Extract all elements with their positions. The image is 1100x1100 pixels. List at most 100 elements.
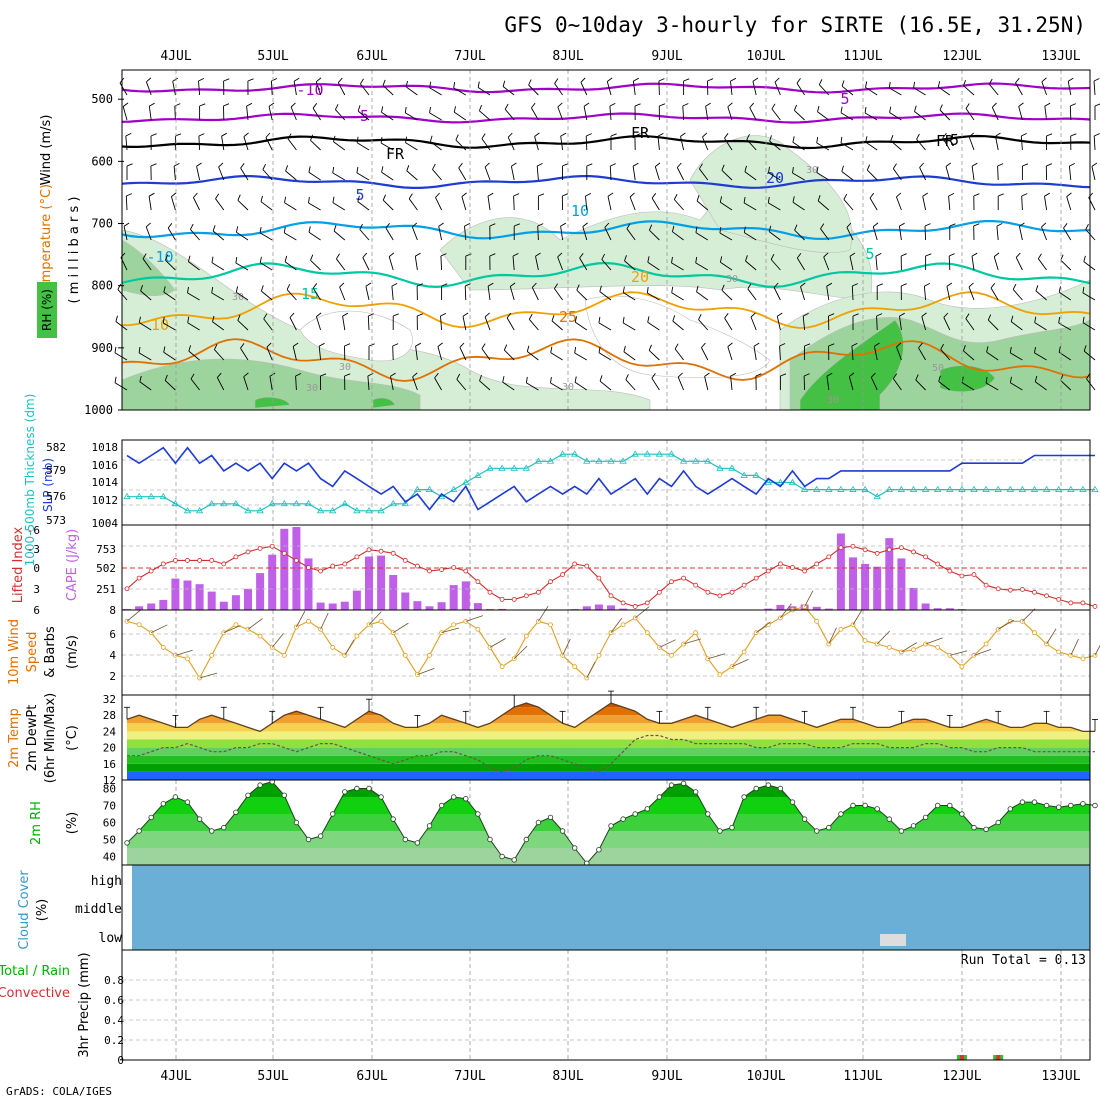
wind-barb-flag bbox=[749, 102, 755, 108]
wind-barb bbox=[625, 379, 636, 391]
wind-barb bbox=[406, 170, 418, 181]
wind10-barb bbox=[344, 639, 355, 656]
millibars-label: ( m i l l i b a r s ) bbox=[67, 197, 82, 304]
thickness-series-point bbox=[982, 485, 990, 492]
wind-barb bbox=[481, 348, 491, 361]
lifted-index-tick-label: -3 bbox=[27, 543, 40, 556]
wind-barb-flag bbox=[865, 81, 868, 88]
wind-barb bbox=[1083, 261, 1096, 271]
wind-barb bbox=[889, 87, 902, 96]
cloud-ylabels: Cloud Cover (%) bbox=[17, 870, 50, 950]
wind-barb-flag bbox=[626, 223, 631, 229]
rh2m-series-point bbox=[1068, 802, 1074, 809]
lifted-index-series-point bbox=[874, 550, 880, 556]
wind-barb-flag bbox=[671, 286, 674, 293]
rh2m-series-point bbox=[620, 816, 626, 822]
wind-barb bbox=[356, 172, 370, 181]
wind-barb-flag bbox=[875, 252, 882, 257]
day-label-top: 13JUL bbox=[1041, 49, 1080, 64]
contour-label: -10 bbox=[296, 81, 323, 99]
rh2m-series-point bbox=[886, 816, 892, 822]
rh2m-series-point bbox=[196, 816, 203, 822]
lifted-index-series-point bbox=[1092, 604, 1098, 609]
thickness-series-point bbox=[546, 457, 555, 464]
wind-barb-flag bbox=[1034, 316, 1037, 323]
rh2m-series-point bbox=[136, 828, 142, 834]
contour-label: 5 bbox=[840, 90, 849, 108]
thickness-series-point bbox=[570, 450, 579, 457]
wind-barb bbox=[1035, 290, 1047, 301]
wind10-label-3: & Barbs bbox=[43, 626, 58, 678]
wind-barb-flag bbox=[576, 284, 580, 291]
cape-bar bbox=[897, 558, 906, 610]
wind-barb bbox=[971, 166, 975, 181]
wind-barb bbox=[826, 376, 830, 391]
wind-barb bbox=[190, 378, 200, 391]
wind-barb bbox=[585, 135, 588, 151]
day-label-top: 5JUL bbox=[257, 49, 288, 64]
thickness-series-point bbox=[958, 485, 966, 492]
temp-band bbox=[127, 715, 1090, 724]
wind-barb bbox=[528, 319, 539, 331]
wind-barb bbox=[381, 171, 394, 181]
wind-barb bbox=[1015, 82, 1023, 96]
wind-barb-flag bbox=[1066, 192, 1072, 197]
wind-barb bbox=[537, 225, 539, 241]
rh2m-series-point bbox=[680, 780, 687, 787]
wind-barb-flag bbox=[1086, 373, 1090, 380]
rh2m-series-point bbox=[317, 833, 324, 839]
wind-barb-flag bbox=[625, 374, 629, 380]
rh-region bbox=[299, 310, 413, 362]
lifted-index-series-point bbox=[1056, 596, 1062, 602]
wind-barb-flag bbox=[479, 374, 482, 381]
lifted-index-series-point bbox=[862, 547, 868, 553]
wind-barb-flag bbox=[560, 222, 567, 227]
wind-barb-flag bbox=[1067, 77, 1074, 82]
wind10-series-point bbox=[475, 626, 481, 632]
wind-barb-flag bbox=[921, 312, 927, 317]
wind10-series-point bbox=[644, 630, 650, 636]
wind-barb-flag bbox=[721, 164, 725, 171]
cape-bar bbox=[498, 608, 507, 610]
wind-barb-flag bbox=[138, 346, 141, 353]
lifted-index-series-point bbox=[1080, 600, 1086, 606]
wind-barb-flag bbox=[792, 167, 794, 174]
thickness-series-point bbox=[607, 457, 615, 464]
wind-barb bbox=[1060, 259, 1072, 271]
wind-barb-flag bbox=[773, 282, 779, 288]
wind10-barb bbox=[368, 611, 382, 626]
wind-barb bbox=[841, 85, 854, 96]
tick-labels: 50060070080090010004JUL4JUL5JUL5JUL6JUL6… bbox=[27, 49, 1086, 1084]
wind-barb bbox=[997, 165, 999, 181]
wind-barb-flag bbox=[987, 314, 992, 321]
wind-barb-flag bbox=[922, 192, 929, 197]
rh2m-series-point bbox=[753, 785, 759, 792]
wind-barb-flag bbox=[768, 166, 770, 173]
wind-barb bbox=[336, 258, 346, 271]
thickness-series-point bbox=[280, 499, 289, 507]
thickness-series-point bbox=[704, 457, 712, 464]
wind-barb bbox=[1082, 292, 1096, 301]
wind-barb-flag bbox=[163, 346, 166, 353]
wind-barb bbox=[414, 256, 418, 271]
wind-barb-flag bbox=[1015, 77, 1020, 84]
wind-barb-flag bbox=[435, 192, 440, 198]
wind-barb bbox=[359, 229, 370, 241]
wind-barb bbox=[1012, 289, 1023, 301]
wind-barb-flag bbox=[796, 253, 802, 259]
wind-barb-flag bbox=[624, 255, 627, 262]
wind10-barb bbox=[271, 633, 284, 648]
wind-barb bbox=[221, 136, 225, 151]
wind-barb-flag bbox=[489, 253, 496, 257]
wind-barb-flag bbox=[196, 162, 202, 167]
rh2m-series-point bbox=[983, 826, 989, 832]
rh2m-series-point bbox=[693, 789, 699, 795]
rh2m-series-point bbox=[342, 789, 348, 795]
wind-barb-flag bbox=[513, 193, 520, 197]
thickness-series-point bbox=[873, 492, 881, 500]
thickness-series-point bbox=[207, 499, 216, 507]
thickness-series-point bbox=[268, 499, 276, 507]
wind-barb-flag bbox=[507, 132, 513, 138]
rh2m-series-point bbox=[148, 814, 154, 821]
thickness-series-point bbox=[292, 499, 301, 507]
